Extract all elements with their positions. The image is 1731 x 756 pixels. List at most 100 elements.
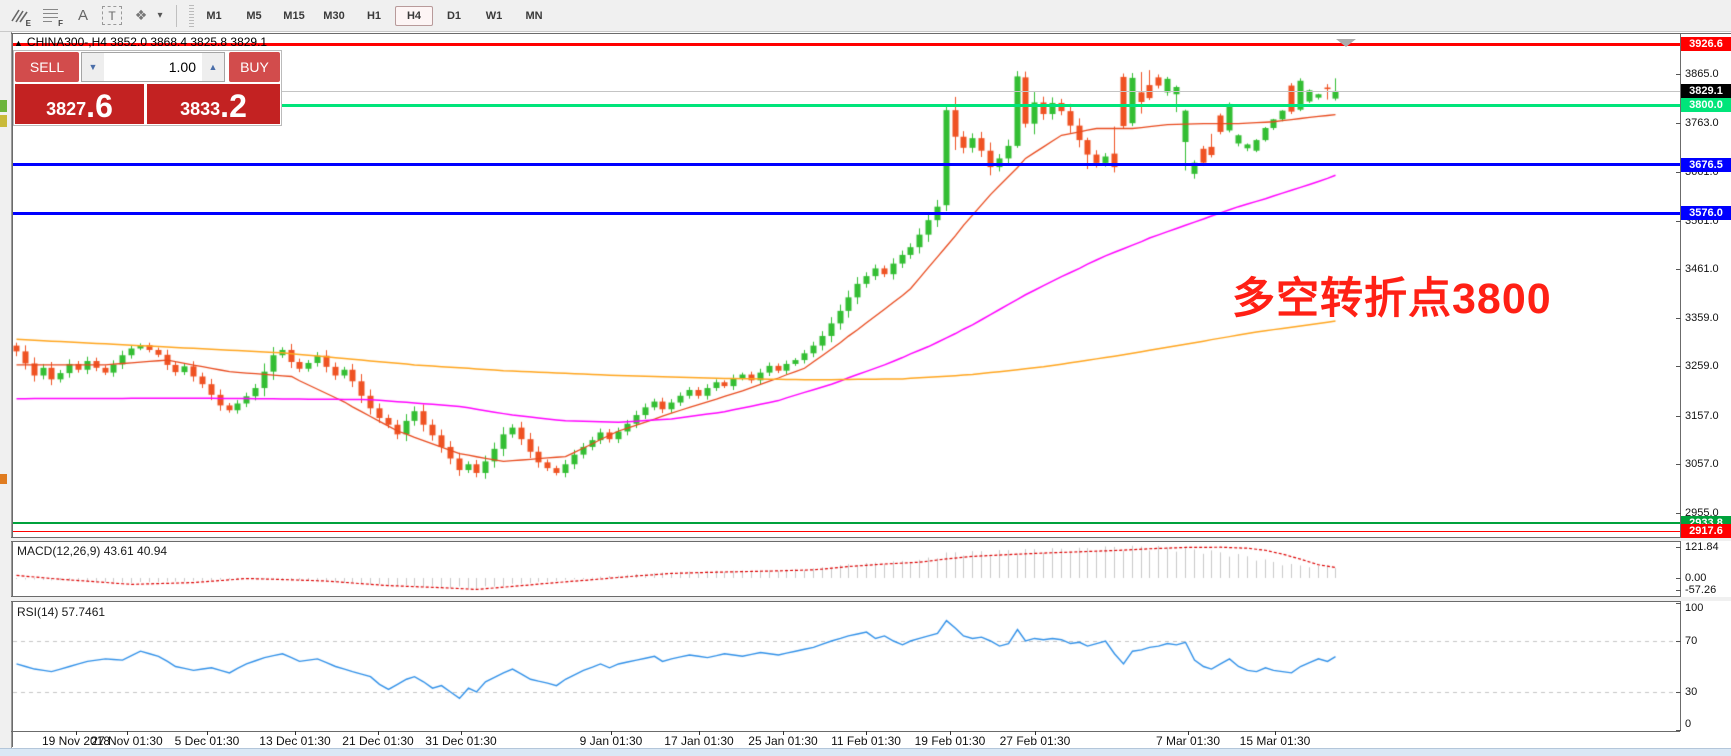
toolbar-separator: [176, 4, 177, 27]
volume-increase-button[interactable]: ▲: [202, 53, 224, 81]
buy-button[interactable]: BUY: [229, 52, 280, 82]
price-badge-3800.0: 3800.0: [1681, 98, 1731, 112]
rsi-axis-tick: [1676, 692, 1681, 693]
time-axis-tick: [295, 731, 296, 735]
rsi-pane-canvas[interactable]: [13, 602, 1680, 731]
time-axis-label: 21 Dec 01:30: [342, 734, 414, 748]
hline-3829.1[interactable]: [13, 91, 1680, 92]
rsi-axis-label: 30: [1685, 686, 1698, 698]
time-axis-tick: [127, 731, 128, 735]
ask-price-box[interactable]: 3833.2: [147, 84, 280, 124]
time-axis-tick: [1275, 731, 1276, 735]
grid-icon[interactable]: F: [38, 4, 64, 28]
tf-button-M5[interactable]: M5: [246, 9, 262, 22]
shapes-dropdown-arrow[interactable]: ▾: [157, 10, 163, 21]
left-panel-fragment: [0, 100, 7, 112]
hline-2917.6[interactable]: [13, 531, 1680, 532]
pane-separator-line: [11, 541, 1680, 542]
indicators-icon[interactable]: E: [6, 4, 32, 28]
text-label-icon[interactable]: A: [77, 7, 88, 24]
price-axis-tick: [1676, 221, 1681, 222]
tf-button-MN[interactable]: MN: [525, 9, 543, 22]
indicators-icon-sub: E: [25, 18, 31, 28]
price-axis-label: 3763.0: [1685, 117, 1719, 129]
price-badge-3829.1: 3829.1: [1681, 84, 1731, 98]
time-axis-tick: [783, 731, 784, 735]
hline-3676.5[interactable]: [13, 163, 1680, 166]
left-panel-fragment: [0, 474, 7, 484]
macd-label: MACD(12,26,9) 43.61 40.94: [17, 544, 168, 558]
time-axis-label: 7 Mar 01:30: [1155, 734, 1221, 748]
rsi-axis-label: 70: [1685, 635, 1698, 647]
time-axis-tick: [1035, 731, 1036, 735]
hline-2933.8[interactable]: [13, 522, 1680, 524]
ask-price-main: 3833: [180, 99, 221, 119]
pane-separator-line: [11, 601, 1680, 602]
price-axis-tick: [1676, 172, 1681, 173]
price-badge-3926.6: 3926.6: [1681, 37, 1731, 51]
price-badge-2917.6: 2917.6: [1681, 524, 1731, 538]
volume-decrease-button[interactable]: ▼: [82, 53, 104, 81]
bid-price-fraction: .6: [86, 88, 113, 124]
main-chart-canvas[interactable]: [13, 34, 1680, 537]
macd-axis-tick: [1676, 547, 1681, 548]
time-axis-label: 11 Feb 01:30: [831, 734, 901, 748]
timeframe-bar: M1 M5 M15 M30 H1 H4 D1 W1 MN: [194, 0, 554, 31]
price-axis-label: 3259.0: [1685, 360, 1719, 372]
symbol-collapse-icon[interactable]: ▲: [14, 38, 23, 48]
toolbar: E F A T ❖ ▾ M1 M5 M15 M30 H1 H4 D1 W1 MN: [0, 0, 1731, 32]
status-bar-edge: [0, 748, 1731, 756]
price-marker-triangle: [1336, 39, 1356, 47]
hline-3800.0[interactable]: [13, 104, 1680, 107]
time-axis-label: 9 Jan 01:30: [579, 734, 643, 748]
time-axis-label: 31 Dec 01:30: [425, 734, 497, 748]
hline-3576.0[interactable]: [13, 212, 1680, 215]
tf-button-M30[interactable]: M30: [323, 9, 345, 22]
macd-axis-label: -57.26: [1685, 584, 1717, 596]
pane-separator[interactable]: [11, 597, 1731, 601]
toolbar-drag-handle[interactable]: [189, 4, 194, 27]
volume-input[interactable]: 1.00: [104, 53, 202, 81]
macd-axis-label: 121.84: [1685, 541, 1719, 553]
sell-button[interactable]: SELL: [15, 52, 79, 82]
hline-3926.6[interactable]: [13, 43, 1680, 46]
tf-button-D1[interactable]: D1: [446, 9, 462, 22]
time-axis-label: 17 Jan 01:30: [664, 734, 734, 748]
tf-button-M1[interactable]: M1: [206, 9, 222, 22]
price-axis-tick: [1676, 74, 1681, 75]
time-axis-tick: [611, 731, 612, 735]
shapes-icon[interactable]: ❖: [134, 7, 148, 23]
price-axis-tick: [1676, 464, 1681, 465]
price-axis-tick: [1676, 513, 1681, 514]
time-axis-tick: [1188, 731, 1189, 735]
chart-left-border: [12, 33, 13, 747]
macd-pane-canvas[interactable]: [13, 542, 1680, 596]
bid-price-box[interactable]: 3827.6: [15, 84, 144, 124]
tf-button-M15[interactable]: M15: [283, 9, 305, 22]
rsi-axis-tick: [1676, 641, 1681, 642]
tf-button-H4[interactable]: H4: [395, 5, 433, 26]
macd-axis-tick: [1676, 578, 1681, 579]
ask-price-fraction: .2: [220, 88, 247, 124]
time-axis-tick: [950, 731, 951, 735]
tf-button-H1[interactable]: H1: [366, 9, 382, 22]
time-axis-tick: [699, 731, 700, 735]
price-axis-label: 3359.0: [1685, 312, 1719, 324]
time-axis-tick: [76, 731, 77, 735]
bid-price-main: 3827: [46, 99, 87, 119]
time-axis-label: 27 Feb 01:30: [999, 734, 1071, 748]
left-panel-edge: [0, 32, 12, 756]
rsi-axis-tick: [1676, 603, 1681, 604]
text-box-icon[interactable]: T: [102, 6, 122, 25]
price-axis-tick: [1676, 416, 1681, 417]
price-axis-label: 3461.0: [1685, 263, 1719, 275]
chart-text-annotation[interactable]: 多空转折点3800: [1232, 275, 1552, 323]
time-axis-label: 19 Feb 01:30: [914, 734, 986, 748]
tf-button-W1[interactable]: W1: [485, 9, 503, 22]
symbol-header: ▲ CHINA300-,H4 3852.0 3868.4 3825.8 3829.…: [14, 35, 268, 49]
time-axis-label: 27 Nov 01:30: [91, 734, 163, 748]
price-axis-tick: [1676, 123, 1681, 124]
volume-spinner: ▼ 1.00 ▲: [81, 52, 225, 82]
pane-separator[interactable]: [11, 538, 1731, 541]
